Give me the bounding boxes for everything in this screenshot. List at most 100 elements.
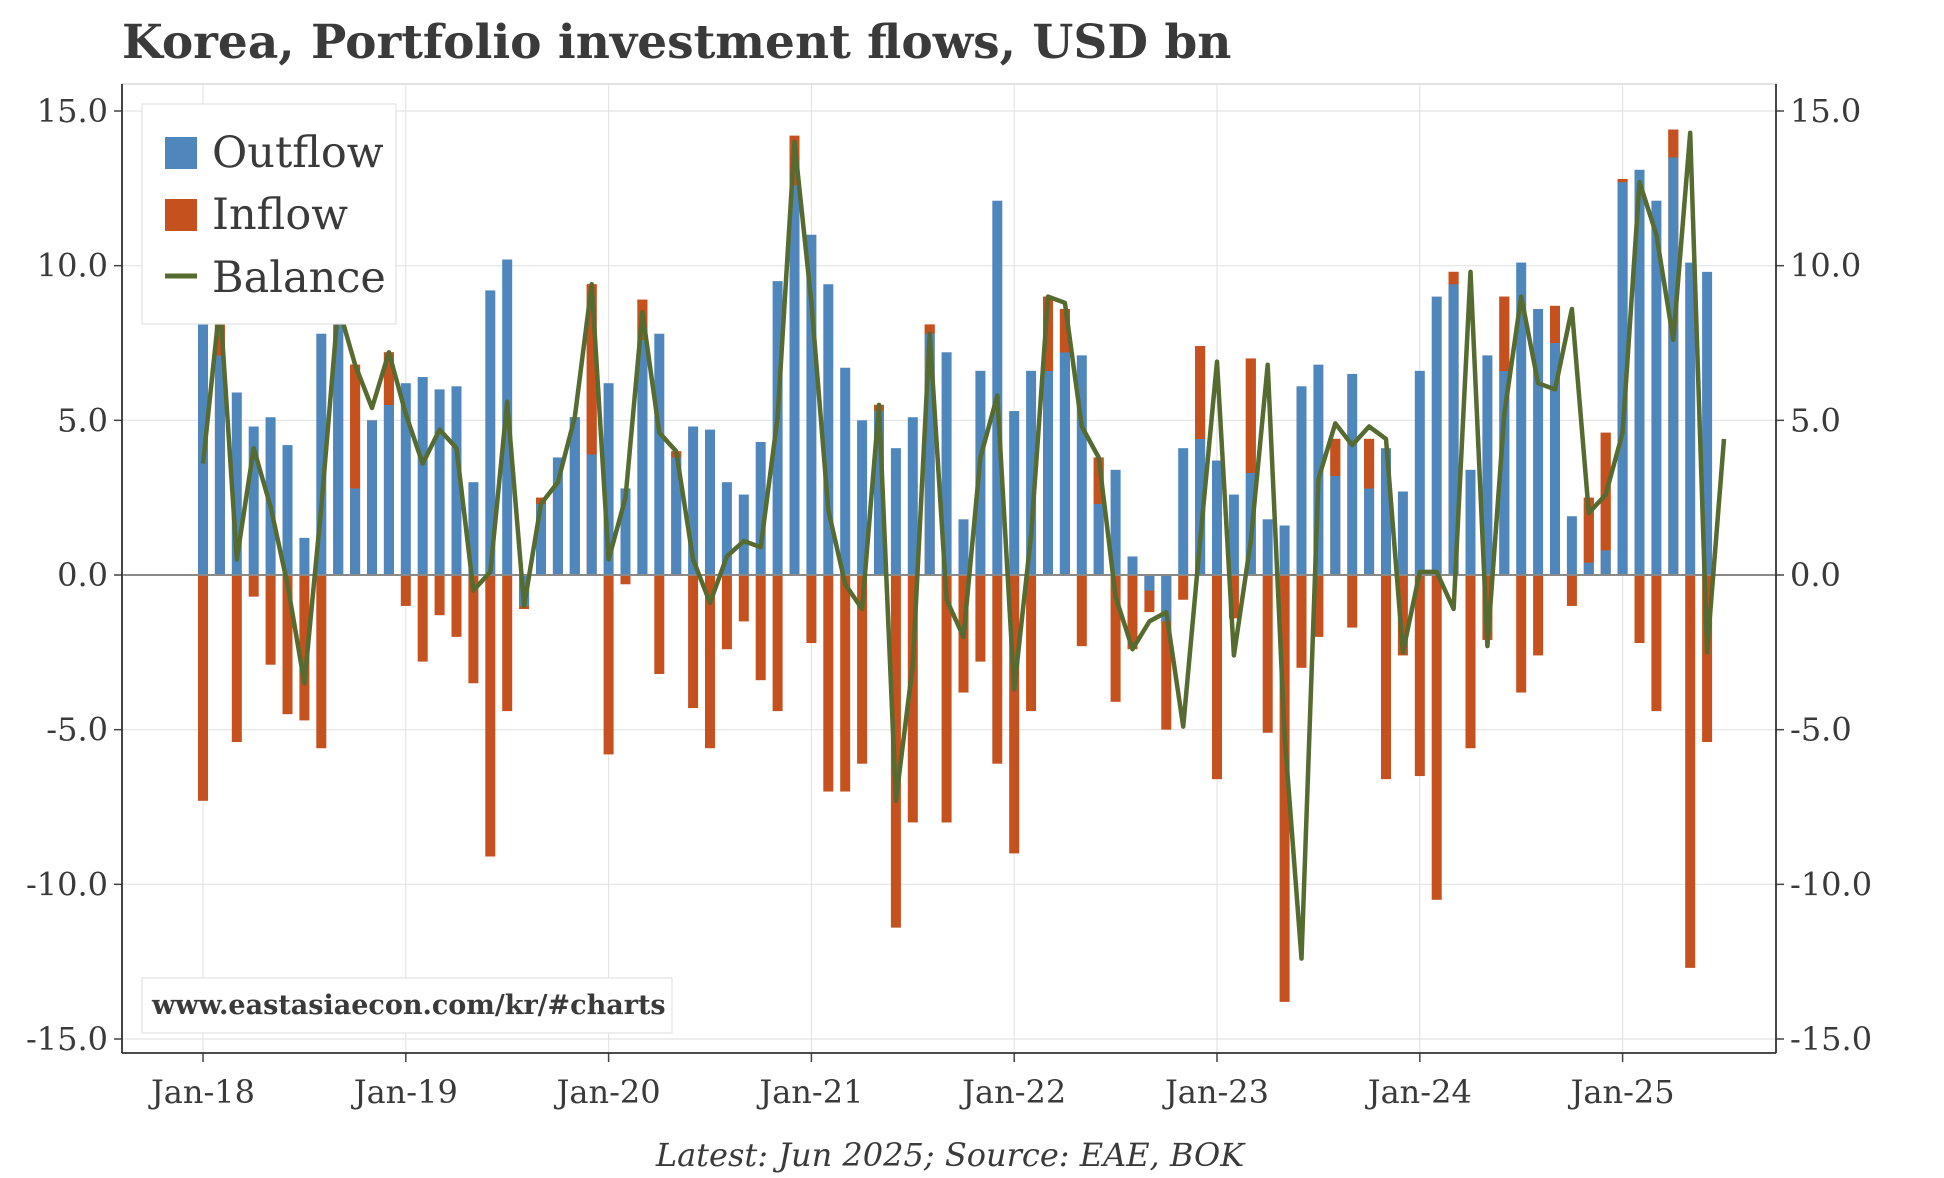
bar-outflow — [857, 420, 868, 575]
bar-inflow-cap — [1245, 358, 1256, 473]
bar-outflow — [536, 503, 546, 575]
bar-inflow — [1026, 575, 1037, 712]
bar-outflow — [654, 333, 665, 575]
bar-inflow — [907, 575, 918, 823]
bar-outflow — [1313, 364, 1324, 575]
bar-outflow — [299, 537, 310, 575]
bar-inflow-cap — [1093, 457, 1104, 504]
bar-outflow — [1364, 488, 1375, 575]
legend-label-inflow: Inflow — [212, 190, 348, 240]
bar-outflow — [1228, 494, 1239, 575]
y-tick-label-right: 0.0 — [1790, 556, 1841, 594]
bar-outflow — [738, 494, 749, 575]
y-tick-label-right: 15.0 — [1790, 92, 1861, 130]
bar-inflow — [299, 575, 310, 721]
bar-inflow — [400, 575, 411, 606]
bar-inflow-cap — [1499, 296, 1510, 371]
bar-inflow — [1178, 575, 1189, 600]
bar-inflow — [434, 575, 445, 616]
bar-outflow — [282, 445, 293, 575]
bar-inflow — [1296, 575, 1307, 668]
bar-outflow — [1634, 169, 1645, 576]
bar-inflow-cap — [586, 284, 597, 455]
bar-outflow — [924, 333, 935, 575]
bar-inflow-cap — [1448, 271, 1459, 285]
bar-outflow — [755, 441, 766, 575]
bar-inflow — [992, 575, 1003, 764]
bar-inflow — [772, 575, 783, 712]
x-tick-label: Jan-24 — [1365, 1073, 1472, 1111]
bar-outflow — [1347, 373, 1358, 575]
bar-outflow — [198, 237, 208, 575]
legend-swatch-outflow — [165, 137, 197, 169]
bar-inflow-cap — [1330, 438, 1341, 477]
bar-outflow — [367, 420, 377, 575]
y-tick-label-right: -15.0 — [1790, 1020, 1872, 1058]
bar-inflow — [417, 575, 428, 662]
bar-outflow — [1195, 438, 1206, 575]
bar-inflow — [468, 575, 479, 684]
bar-outflow — [1043, 370, 1053, 575]
bar-outflow — [620, 488, 631, 575]
bar-inflow — [248, 575, 259, 597]
bar-inflow-cap — [1195, 346, 1206, 439]
bar-inflow — [1516, 575, 1527, 693]
bar-inflow — [1262, 575, 1273, 733]
x-tick-label: Jan-21 — [756, 1073, 863, 1111]
bar-outflow — [1381, 448, 1391, 575]
bar-outflow — [1499, 370, 1510, 575]
bar-outflow — [569, 417, 580, 575]
legend-label-balance: Balance — [212, 253, 386, 303]
bar-inflow — [316, 575, 327, 749]
bar-outflow — [468, 482, 479, 575]
bar-outflow — [1685, 262, 1696, 575]
bar-inflow-cap — [1617, 179, 1628, 183]
bar-outflow — [1110, 469, 1121, 575]
bar-outflow — [1583, 562, 1594, 575]
bar-outflow — [1482, 355, 1493, 575]
bar-inflow — [1144, 575, 1155, 613]
x-tick-label: Jan-23 — [1162, 1073, 1269, 1111]
bar-inflow — [1161, 575, 1172, 730]
bar-outflow — [688, 426, 699, 575]
bar-inflow — [1651, 575, 1662, 712]
legend-label-outflow: Outflow — [212, 128, 384, 178]
bar-outflow — [383, 404, 394, 575]
bar-inflow — [282, 575, 293, 715]
bar-outflow — [907, 417, 918, 575]
bar-inflow — [738, 575, 749, 622]
bar-inflow-cap — [1364, 438, 1375, 489]
bar-inflow — [721, 575, 732, 650]
bar-outflow — [890, 448, 901, 575]
bar-outflow — [823, 284, 834, 575]
bar-outflow — [1212, 460, 1222, 575]
bar-inflow-cap — [924, 324, 935, 334]
bar-outflow — [874, 411, 884, 575]
y-tick-label-left: -5.0 — [46, 711, 108, 749]
bar-outflow — [316, 333, 327, 575]
bar-outflow — [1516, 262, 1527, 575]
bar-outflow — [637, 339, 648, 575]
bar-inflow — [198, 575, 208, 801]
bar-inflow — [1127, 575, 1138, 650]
legend: Outflow Inflow Balance — [141, 103, 397, 325]
bar-outflow — [1161, 575, 1172, 622]
bar-outflow — [1059, 352, 1070, 575]
bar-outflow — [603, 383, 614, 575]
bar-outflow — [1178, 448, 1189, 575]
watermark: www.eastasiaecon.com/kr/#charts — [141, 977, 673, 1034]
bar-inflow-cap — [1668, 129, 1679, 158]
y-tick-label-right: 5.0 — [1790, 401, 1841, 439]
bar-inflow — [1414, 575, 1425, 777]
bar-outflow — [941, 352, 952, 575]
bar-outflow — [1533, 308, 1544, 575]
bar-inflow — [1634, 575, 1645, 644]
bar-outflow — [958, 519, 969, 575]
bar-outflow — [1279, 525, 1290, 575]
bar-outflow — [485, 290, 496, 575]
y-tick-label-left: 10.0 — [37, 247, 108, 285]
bar-inflow — [1110, 575, 1121, 702]
watermark-text: www.eastasiaecon.com/kr/#charts — [151, 990, 666, 1021]
bar-inflow — [1533, 575, 1544, 656]
bar-outflow — [400, 383, 411, 575]
